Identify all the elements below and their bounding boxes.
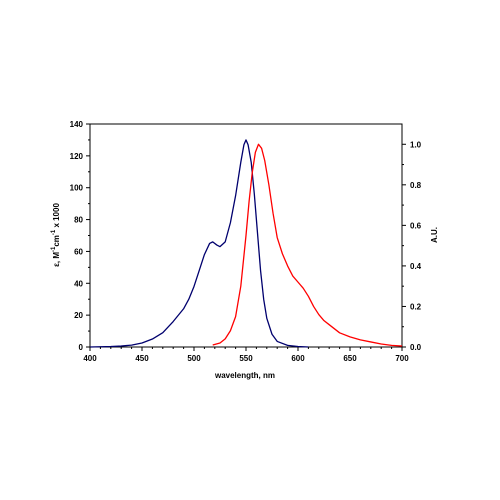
emission-series-line	[212, 143, 403, 347]
y2-tick-label: 0.0	[410, 343, 422, 352]
y-tick-label: 140	[70, 120, 84, 129]
y-tick-label: 40	[74, 279, 83, 288]
y-axis-title: ε, M-1cm-1 x 1000	[51, 203, 61, 267]
y2-tick-label: 0.6	[410, 221, 422, 230]
x-tick-label: 500	[187, 354, 201, 363]
y2-tick-label: 0.2	[410, 302, 422, 311]
axes-layer: 400 450 500 550 600 650 700 0 20 40 60 80 100 120 140 0…	[70, 120, 422, 363]
x-tick-label: 450	[135, 354, 149, 363]
y-tick-label: 20	[74, 311, 83, 320]
y-tick-label: 120	[70, 152, 84, 161]
y-tick-label: 100	[70, 184, 84, 193]
y2-tick-label: 0.4	[410, 262, 422, 271]
y-tick-label: 80	[74, 216, 83, 225]
y-tick-label: 60	[74, 247, 83, 256]
x-tick-label: 650	[343, 354, 357, 363]
y-axis-title-sup2: -1	[51, 229, 57, 235]
y-axis-title-end: x 1000	[52, 203, 61, 230]
y-axis-title-base: ε, M	[52, 252, 61, 267]
x-tick-label: 400	[83, 354, 97, 363]
absorption-series-line	[89, 139, 309, 348]
x-axis-title: wavelength, nm	[214, 371, 275, 380]
y2-tick-label: 1.0	[410, 140, 422, 149]
y-axis-title-mid: cm	[52, 235, 61, 247]
y-axis-title-sup1: -1	[51, 246, 57, 252]
x-tick-label: 700	[395, 354, 409, 363]
y-tick-label: 0	[79, 343, 84, 352]
x-tick-label: 600	[291, 354, 305, 363]
y2-tick-label: 0.8	[410, 181, 422, 190]
y2-axis-title: A.U.	[430, 227, 439, 243]
x-tick-label: 550	[239, 354, 253, 363]
series-layer	[89, 139, 403, 348]
